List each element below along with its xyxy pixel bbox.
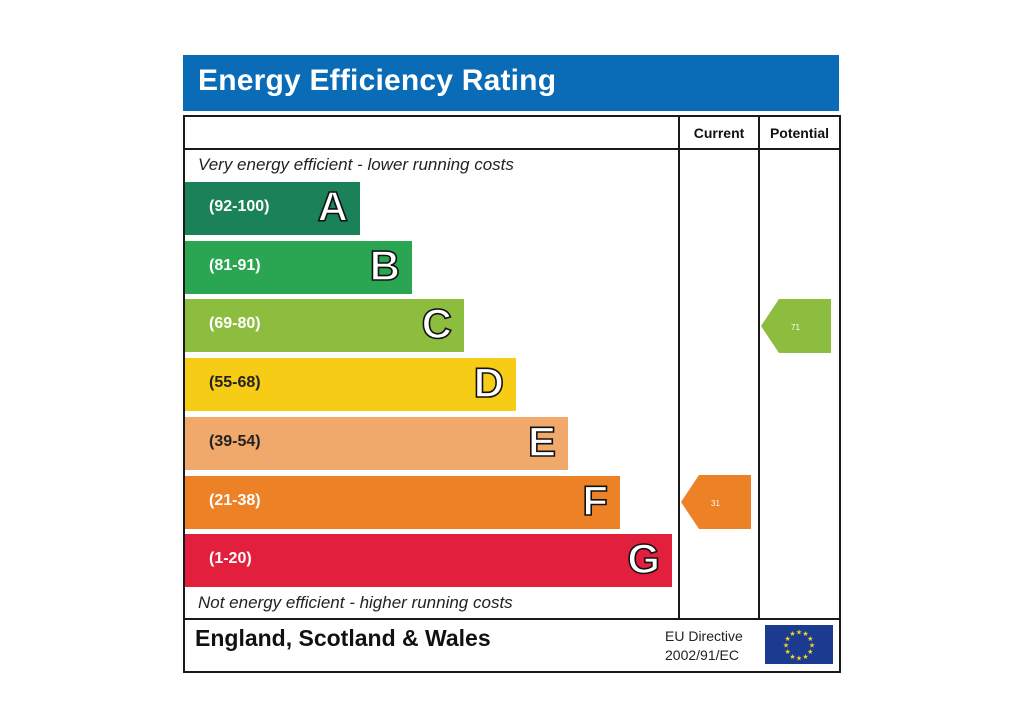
band-range: (92-100) xyxy=(209,198,270,215)
potential-rating-value: 71 xyxy=(791,323,800,332)
eu-star-icon: ★ xyxy=(796,629,802,637)
column-current-header: Current xyxy=(693,125,745,141)
current-rating-value: 31 xyxy=(711,499,720,508)
band-letter: A xyxy=(317,182,349,231)
region-label: England, Scotland & Wales xyxy=(195,625,491,651)
eu-star-icon: ★ xyxy=(802,653,808,661)
divider-potential xyxy=(758,117,760,618)
eu-star-icon: ★ xyxy=(802,630,808,638)
rating-table: Current Potential Very energy efficient … xyxy=(183,115,841,673)
band-e: (39-54) E xyxy=(185,416,568,470)
header-divider xyxy=(185,148,839,150)
eu-star-icon: ★ xyxy=(785,648,791,656)
band-a: (92-100) A xyxy=(185,182,360,235)
footer-divider xyxy=(185,618,839,620)
eu-star-icon: ★ xyxy=(789,630,795,638)
eu-star-icon: ★ xyxy=(807,648,813,656)
band-f: (21-38) F xyxy=(185,475,620,529)
band-range: (81-91) xyxy=(209,256,261,274)
eu-flag-icon: ★ ★★★★★★★★★★★ xyxy=(765,625,833,664)
band-range: (39-54) xyxy=(209,432,261,450)
current-rating-arrow: 31 xyxy=(681,475,751,529)
band-letter: C xyxy=(421,300,453,349)
band-letter: F xyxy=(582,476,609,525)
eu-directive-line2: 2002/91/EC xyxy=(665,647,739,663)
band-c: (69-80) C xyxy=(185,299,464,353)
column-potential-header: Potential xyxy=(769,125,830,141)
eu-star-icon: ★ xyxy=(807,635,813,643)
eu-directive-text: EU Directive 2002/91/EC xyxy=(665,627,743,665)
band-letter: D xyxy=(473,358,505,407)
band-letter: B xyxy=(369,241,401,290)
eu-star-icon: ★ xyxy=(785,635,791,643)
band-letter: G xyxy=(627,534,661,583)
band-b: (81-91) B xyxy=(185,240,412,294)
band-range: (69-80) xyxy=(209,315,261,333)
title-bar: Energy Efficiency Rating xyxy=(183,55,839,111)
band-letter: E xyxy=(527,417,557,466)
divider-current xyxy=(678,117,680,618)
potential-arrow-shape xyxy=(761,298,831,353)
band-range: (21-38) xyxy=(209,491,261,509)
chart-title: Energy Efficiency Rating xyxy=(198,64,557,97)
eu-star-icon: ★ xyxy=(783,642,789,650)
band-g: (1-20) G xyxy=(185,534,672,588)
top-caption: Very energy efficient - lower running co… xyxy=(198,155,514,174)
eu-star-icon: ★ xyxy=(809,642,815,650)
current-arrow-shape xyxy=(681,475,751,529)
bottom-caption: Not energy efficient - higher running co… xyxy=(198,593,513,612)
eu-star-icon: ★ xyxy=(796,655,802,663)
eu-star-icon: ★ xyxy=(789,653,795,661)
band-range: (55-68) xyxy=(209,374,261,392)
band-range: (1-20) xyxy=(209,550,252,568)
eu-directive-line1: EU Directive xyxy=(665,628,743,644)
potential-rating-arrow: 71 xyxy=(761,298,831,353)
band-d: (55-68) D xyxy=(185,358,516,412)
